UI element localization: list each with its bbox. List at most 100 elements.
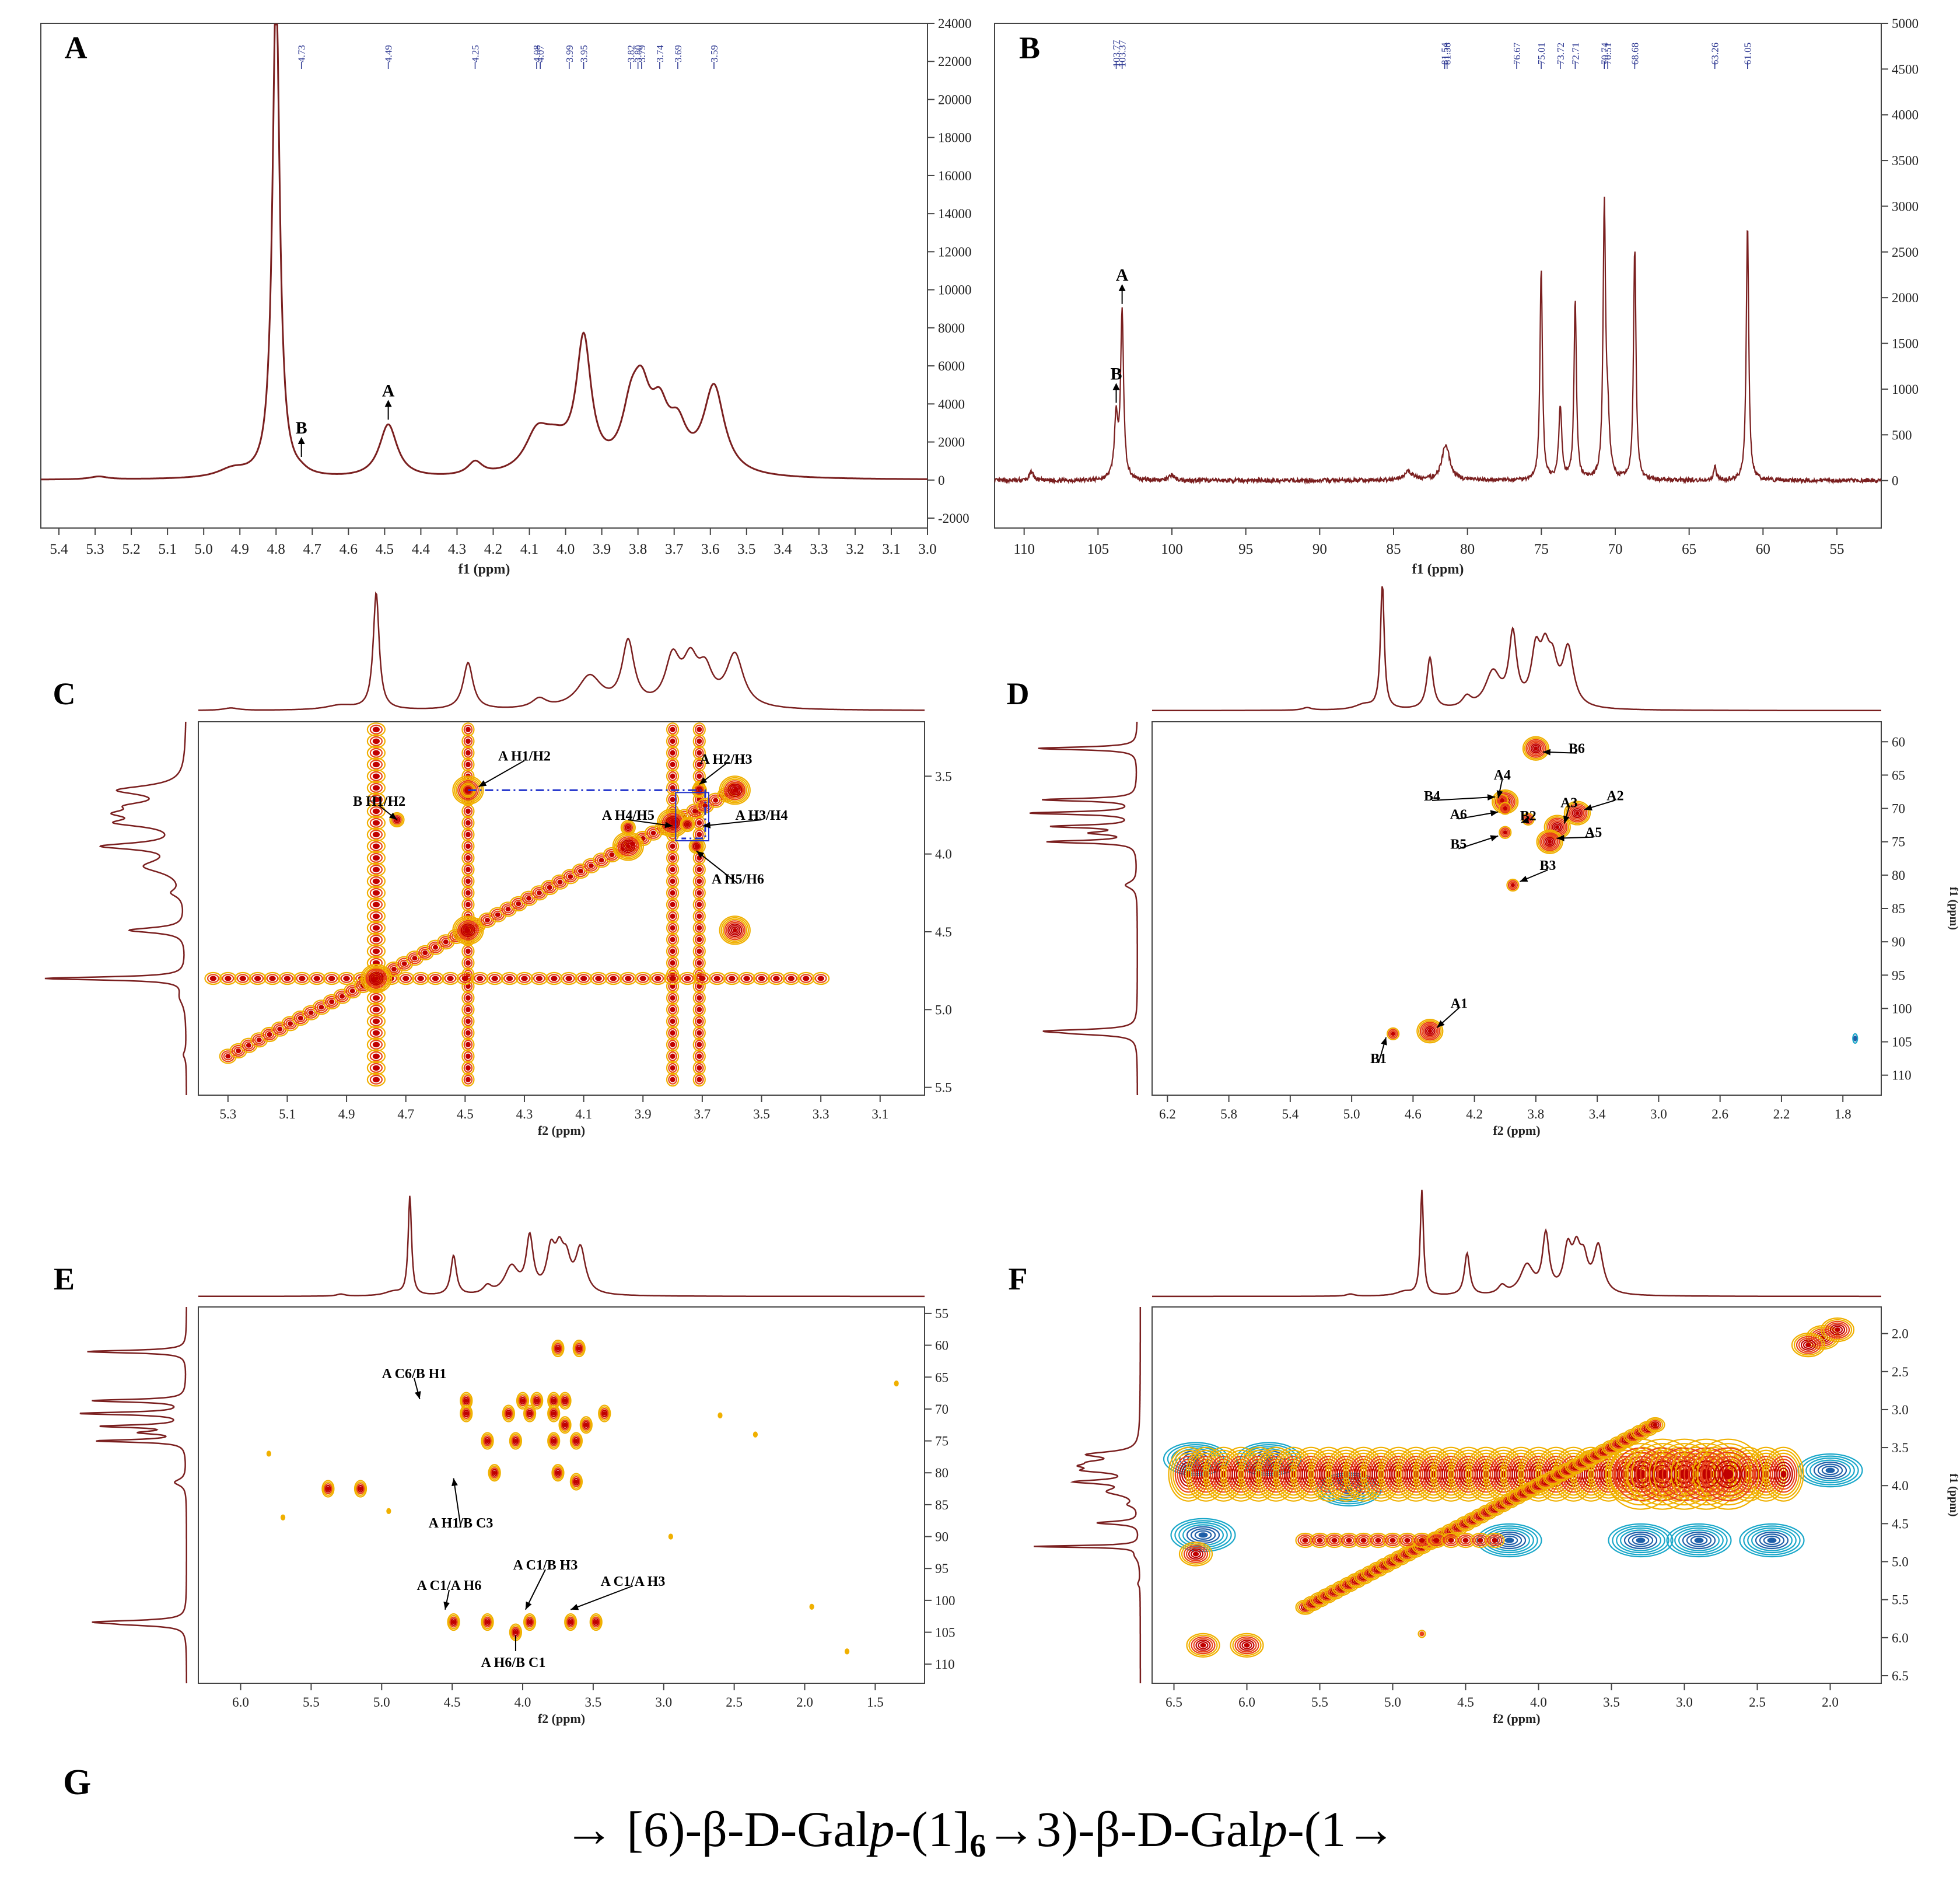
t1-noise-blob [666, 874, 680, 889]
contour-ring [1798, 1337, 1819, 1352]
contour-ring [493, 910, 503, 919]
contour-ring [269, 976, 276, 981]
contour-ring [461, 1072, 475, 1087]
x-tick-label: 4.0 [514, 1695, 531, 1710]
contour-ring [695, 1062, 704, 1073]
negative-contour [1170, 1518, 1236, 1553]
contour-ring [464, 926, 473, 934]
contour-ring [369, 806, 383, 816]
contour-ring [1572, 808, 1583, 819]
contour-ring [668, 782, 677, 793]
contour-ring [666, 792, 680, 807]
contour-ring [692, 862, 706, 877]
contour-ring [668, 1051, 677, 1061]
contour-ring [695, 817, 704, 828]
contour-ring [366, 722, 386, 737]
t2-noise-blob [812, 971, 830, 985]
contour-ring [670, 925, 676, 931]
contour-ring [552, 1465, 564, 1480]
noise-peak [718, 1412, 723, 1418]
contour-ring [465, 878, 471, 885]
t1-noise-blob [366, 874, 386, 889]
contour-ring [597, 856, 607, 865]
contour-ring [719, 775, 751, 805]
contour-ring [666, 1061, 680, 1075]
contour-ring [710, 974, 723, 983]
contour-ring [531, 1393, 542, 1408]
contour-ring [773, 976, 780, 981]
y-tick-label: 6000 [938, 359, 965, 373]
contour-ring [668, 852, 677, 863]
contour-ring [666, 839, 680, 854]
spectrum-line-A [41, 23, 928, 481]
contour-ring [692, 909, 706, 924]
contour-ring [692, 921, 706, 935]
contour-ring [621, 839, 636, 854]
noise-peak [1852, 1033, 1859, 1044]
contour-ring [372, 796, 380, 803]
contour-ring [465, 1041, 471, 1048]
noise-peak [266, 1450, 271, 1457]
contour-ring [670, 808, 676, 815]
contour-ring [1198, 1641, 1209, 1649]
contour-ring [668, 1039, 677, 1050]
contour-ring [349, 988, 355, 994]
t1-noise-blob [692, 734, 706, 749]
t1-noise-blob [692, 1026, 706, 1040]
contour-ring [354, 1480, 368, 1498]
contour-ring [767, 971, 786, 985]
label-arrow [570, 1585, 634, 1610]
contour-ring [584, 1422, 588, 1428]
contour-ring [503, 974, 516, 983]
contour-ring [1701, 1447, 1755, 1501]
contour-ring [1419, 1631, 1424, 1637]
contour-ring [670, 948, 676, 955]
contour-ring [578, 868, 584, 874]
contour-ring [313, 976, 321, 981]
contour-ring [1645, 1417, 1665, 1433]
contour-ring [527, 1618, 533, 1626]
contour-ring [372, 1065, 380, 1071]
contour-ring [563, 1422, 567, 1428]
contour-ring [337, 971, 356, 985]
contour-ring [1776, 1464, 1791, 1484]
contour-ring [682, 819, 692, 830]
contour-ring [506, 1411, 510, 1416]
contour-ring [462, 925, 474, 936]
contour-ring [668, 724, 677, 735]
contour-ring [1390, 1030, 1397, 1037]
contour-ring [1423, 1025, 1437, 1038]
contour-ring [1793, 1334, 1824, 1356]
contour-ring [1553, 823, 1562, 831]
peak-label: 68.68 [1629, 43, 1640, 65]
contour-ring [326, 1486, 330, 1491]
x-tick-label: 3.5 [737, 541, 755, 557]
t1-noise-blob [366, 862, 386, 877]
t1-noise-blob [461, 956, 475, 970]
contour-ring [668, 887, 677, 898]
contour-ring [724, 920, 746, 941]
label-a-c1-b-h3: A C1/B H3 [513, 1558, 578, 1573]
contour-ring [666, 897, 680, 912]
contour-ring [225, 976, 232, 981]
noesy-cross-peak [1186, 1633, 1220, 1658]
contour-ring [244, 1041, 254, 1050]
contour-ring [1527, 740, 1545, 757]
label-a-c1-a-h6: A C1/A H6 [417, 1578, 482, 1593]
contour-ring [684, 976, 691, 981]
contour-ring [233, 1046, 243, 1055]
contour-ring [619, 837, 638, 855]
contour-ring [372, 820, 380, 826]
x-axis-label: f2 (ppm) [538, 1123, 585, 1138]
contour-ring [372, 890, 380, 896]
contour-ring [461, 839, 475, 854]
t2-noise-blob [486, 971, 504, 985]
contour-ring [601, 1409, 608, 1418]
contour-ring [718, 1412, 723, 1418]
contour-ring [684, 821, 691, 828]
contour-ring [1241, 1641, 1252, 1649]
contour-ring [465, 820, 471, 826]
label-a-c1-a-h3: A C1/A H3 [601, 1574, 666, 1589]
contour-ring [755, 974, 768, 983]
x-tick-label: 3.3 [813, 1107, 830, 1121]
